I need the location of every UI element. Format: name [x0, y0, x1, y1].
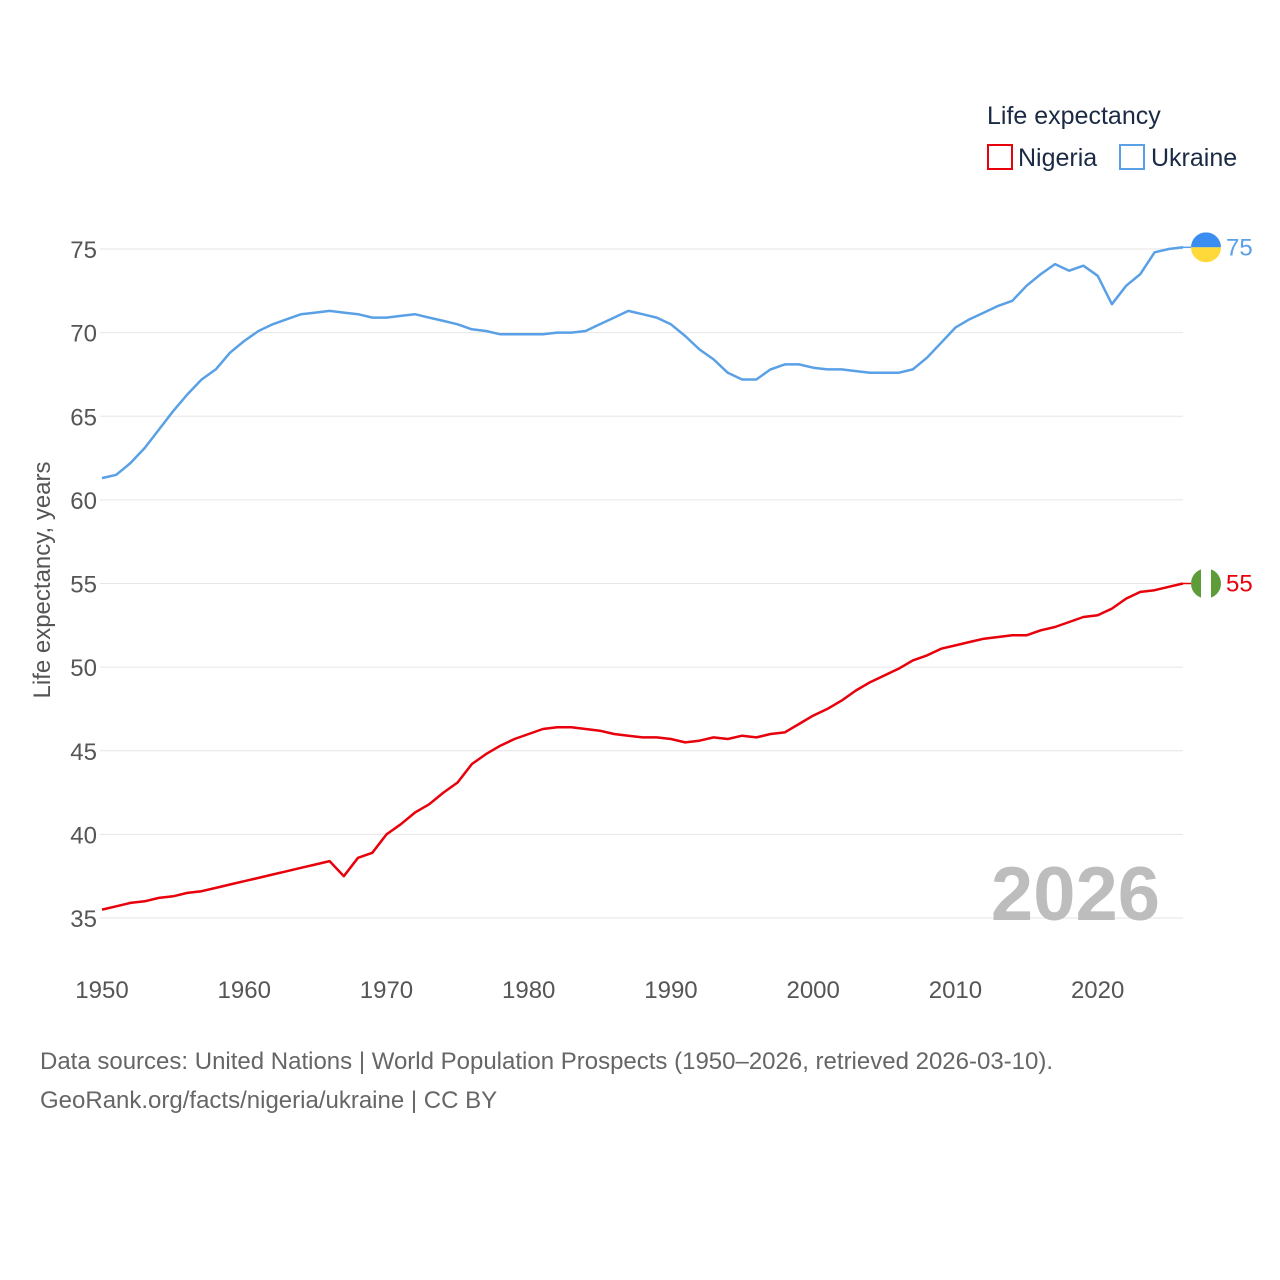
y-tick-45: 45 — [70, 739, 97, 766]
series-line-nigeria[interactable] — [101, 582, 1184, 911]
x-tick-2010: 2010 — [929, 977, 982, 1004]
x-tick-1950: 1950 — [75, 977, 128, 1004]
x-tick-1980: 1980 — [502, 977, 555, 1004]
y-tick-35: 35 — [70, 906, 97, 933]
x-axis-ticks: 1950 1960 1970 1980 1990 2000 2010 2020 — [75, 977, 1124, 1004]
legend-title: Life expectancy — [987, 102, 1161, 130]
legend-label-ukraine[interactable]: Ukraine — [1151, 144, 1237, 172]
x-tick-1970: 1970 — [360, 977, 413, 1004]
x-tick-2000: 2000 — [786, 977, 839, 1004]
y-tick-75: 75 — [70, 237, 97, 264]
end-label-nigeria: 55 — [1226, 571, 1253, 598]
y-tick-55: 55 — [70, 572, 97, 599]
line-chart: 35 40 45 50 55 60 65 70 75 1950 1960 1970 1980 1990 2… — [29, 102, 1253, 1004]
legend-swatch-nigeria[interactable] — [987, 144, 1013, 170]
gridlines — [100, 248, 1183, 919]
legend: Life expectancy Nigeria Ukraine — [987, 102, 1237, 172]
y-tick-60: 60 — [70, 488, 97, 515]
x-tick-1990: 1990 — [644, 977, 697, 1004]
y-axis-ticks: 35 40 45 50 55 60 65 70 75 — [70, 237, 97, 933]
legend-swatch-ukraine[interactable] — [1119, 144, 1145, 170]
end-label-ukraine: 75 — [1226, 234, 1253, 261]
footer-sources: Data sources: United Nations | World Pop… — [40, 1042, 1053, 1120]
y-tick-40: 40 — [70, 822, 97, 849]
nigeria-flag-icon — [1191, 568, 1221, 599]
legend-label-nigeria[interactable]: Nigeria — [1018, 144, 1097, 172]
ukraine-flag-icon — [1191, 232, 1221, 263]
footer-attribution[interactable]: GeoRank.org/facts/nigeria/ukraine | CC B… — [40, 1087, 498, 1114]
year-watermark: 2026 — [991, 852, 1160, 937]
y-tick-50: 50 — [70, 655, 97, 682]
x-tick-1960: 1960 — [218, 977, 271, 1004]
x-tick-2020: 2020 — [1071, 977, 1124, 1004]
series-lines — [101, 246, 1184, 911]
footer-data-sources: Data sources: United Nations | World Pop… — [40, 1048, 1054, 1075]
series-line-ukraine[interactable] — [101, 246, 1184, 480]
y-tick-65: 65 — [70, 404, 97, 431]
y-tick-70: 70 — [70, 321, 97, 348]
end-markers: 55 75 — [1183, 232, 1253, 599]
y-axis-label: Life expectancy, years — [29, 461, 56, 698]
